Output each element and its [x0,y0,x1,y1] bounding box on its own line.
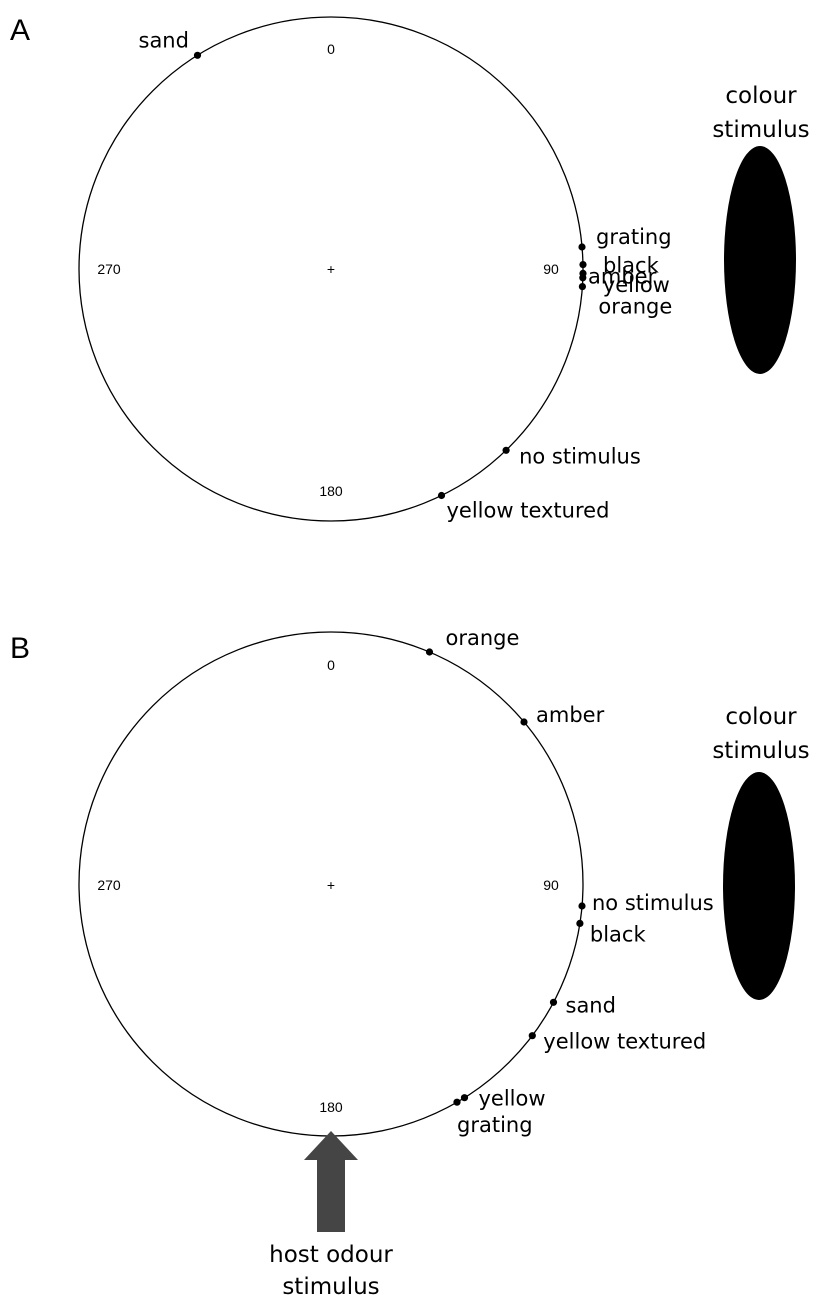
panel-a-label-yellow-textured: yellow textured [447,499,610,523]
panel-b-label-sand: sand [566,993,616,1017]
panel-a-label-no-stimulus: no stimulus [519,444,641,468]
host-odour-label-line-2: stimulus [282,1274,379,1300]
panel-a-label-orange: orange [598,295,672,319]
panel-a-point-yellow-textured [437,491,446,500]
panel-b-point-orange [425,648,434,656]
panel-b-colour-stimulus-label-line-2: stimulus [712,738,809,764]
panel-a-colour-stimulus-label-line-2: stimulus [712,117,809,143]
panel-b-center-marker: + [327,877,335,893]
panel-b-points: orange amber no stimulus black sand yellow te… [425,626,714,1137]
panel-b-label-black: black [590,922,647,946]
panel-a-angle-90: 90 [543,261,559,277]
panel-a-label-grating: grating [596,225,672,249]
panel-a-center-marker: + [327,261,335,277]
panel-b-label-yellow: yellow [479,1087,546,1111]
panel-b-label-no-stimulus: no stimulus [592,891,714,915]
panel-b-angle-0: 0 [327,657,335,673]
panel-b-angle-180: 180 [319,1099,343,1115]
panel-b-label-orange: orange [446,626,520,650]
panel-letter-a: A [10,14,30,47]
panel-letter-b: B [10,632,30,665]
panel-a-angle-270: 270 [97,261,121,277]
panel-b-point-amber [520,718,528,726]
panel-a-label-amber: amber [588,264,657,288]
panel-a-point-yellow [579,274,587,282]
panel-b-point-black [576,919,584,928]
panel-a-point-no-stimulus [502,446,510,454]
host-odour-arrow [304,1131,358,1232]
panel-b-label-grating: grating [457,1113,533,1137]
panel-b-host-odour-stimulus: host odour stimulus [269,1131,393,1300]
panel-b-label-amber: amber [536,703,605,727]
panel-b: B 0 90 180 270 + orange amber no stimulus b… [10,626,810,1300]
panel-a-circle [78,16,584,522]
panel-b-point-yellow [460,1094,469,1102]
panel-b-point-yellow-textured [528,1032,536,1040]
panel-a-colour-stimulus-ellipse [724,146,796,374]
panel-a-label-black: black [603,254,660,278]
panel-b-angle-270: 270 [97,877,121,893]
panel-b-point-sand [549,998,558,1006]
host-odour-label-line-1: host odour [269,1242,393,1268]
panel-b-colour-stimulus-ellipse [723,772,795,1000]
panel-b-colour-stimulus-label-line-1: colour [725,704,797,730]
panel-a-label-yellow: yellow [603,273,670,297]
panel-b-angle-90: 90 [543,877,559,893]
panel-a-label-sand: sand [139,28,189,52]
panel-b-colour-stimulus: colour stimulus [712,704,810,1000]
panel-a-angle-0: 0 [327,41,335,57]
panel-a-colour-stimulus: colour stimulus [712,83,810,374]
panel-a-point-sand [193,51,202,59]
panel-a-point-black [579,261,587,269]
panel-a-colour-stimulus-label-line-1: colour [725,83,797,109]
panel-a: A 0 90 180 270 + sandgratingblackamberye… [10,14,810,523]
panel-a-angle-180: 180 [319,483,343,499]
panel-b-label-yellow-textured: yellow textured [543,1030,706,1054]
panel-a-point-grating [578,243,586,251]
panel-b-point-no-stimulus [578,902,586,910]
panel-b-point-grating [453,1098,461,1106]
panel-a-point-orange [578,283,587,291]
